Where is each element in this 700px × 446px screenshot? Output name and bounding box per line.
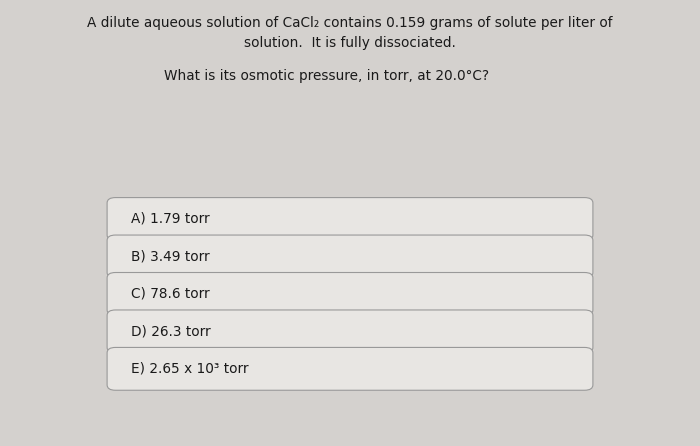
FancyBboxPatch shape <box>107 198 593 240</box>
FancyBboxPatch shape <box>107 310 593 353</box>
Text: B) 3.49 torr: B) 3.49 torr <box>131 249 209 264</box>
Text: A) 1.79 torr: A) 1.79 torr <box>131 212 209 226</box>
Text: D) 26.3 torr: D) 26.3 torr <box>131 324 211 339</box>
Text: What is its osmotic pressure, in torr, at 20.0°C?: What is its osmotic pressure, in torr, a… <box>164 69 489 83</box>
Text: solution.  It is fully dissociated.: solution. It is fully dissociated. <box>244 36 456 50</box>
Text: C) 78.6 torr: C) 78.6 torr <box>131 287 209 301</box>
Text: A dilute aqueous solution of CaCl₂ contains 0.159 grams of solute per liter of: A dilute aqueous solution of CaCl₂ conta… <box>88 16 612 29</box>
FancyBboxPatch shape <box>107 347 593 390</box>
FancyBboxPatch shape <box>107 273 593 315</box>
Text: E) 2.65 x 10³ torr: E) 2.65 x 10³ torr <box>131 362 248 376</box>
FancyBboxPatch shape <box>107 235 593 278</box>
